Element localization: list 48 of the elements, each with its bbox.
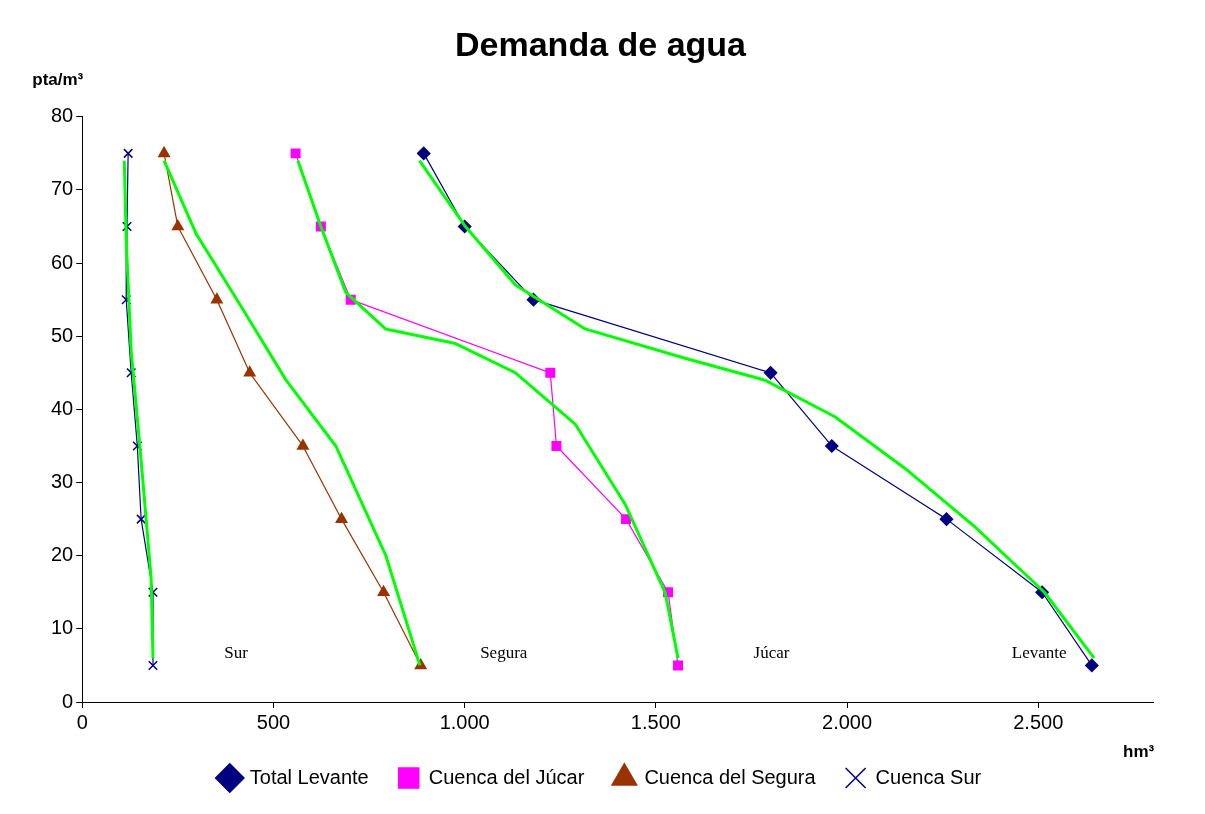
point <box>621 514 632 525</box>
y-tick-label: 10 <box>51 616 74 639</box>
point <box>171 219 184 231</box>
point <box>148 660 158 671</box>
point <box>763 366 778 380</box>
point <box>551 440 562 451</box>
point <box>296 439 309 450</box>
y-tick-label: 50 <box>51 323 74 346</box>
x-tick-label: 2.000 <box>822 710 873 733</box>
annotation: Júcar <box>753 643 790 663</box>
point <box>290 148 301 159</box>
x-tick-label: 500 <box>256 710 291 733</box>
point <box>123 148 134 159</box>
y-tick-label: 70 <box>51 177 74 200</box>
x-tick-label: 2.500 <box>1013 710 1064 733</box>
annotation: Sur <box>224 643 249 663</box>
point <box>126 367 137 378</box>
y-tick-label: 0 <box>62 689 74 712</box>
y-tick-label: 20 <box>51 543 74 566</box>
point <box>939 512 954 526</box>
y-axis-title: pta/m³ <box>32 69 84 89</box>
legend-label: Cuenca Sur <box>875 765 982 788</box>
point <box>545 367 556 378</box>
legend-label: Cuenca del Júcar <box>428 765 585 788</box>
y-tick-label: 80 <box>51 104 74 127</box>
x-axis-title: hm³ <box>1123 742 1155 762</box>
annotation: Segura <box>480 643 528 663</box>
legend-label: Total Levante <box>249 765 369 788</box>
chart-title: Demanda de agua <box>455 24 748 63</box>
legend-label: Cuenca del Segura <box>644 765 817 788</box>
point <box>416 146 431 161</box>
point <box>1085 658 1099 673</box>
point <box>158 146 171 158</box>
point <box>243 366 256 377</box>
point <box>825 439 839 453</box>
point <box>148 587 158 598</box>
x-tick-label: 0 <box>76 710 88 733</box>
point <box>122 221 132 232</box>
x-tick-label: 1.000 <box>439 710 490 733</box>
y-tick-label: 40 <box>51 396 74 419</box>
point <box>377 585 390 597</box>
annotation: Levante <box>1011 643 1067 663</box>
y-tick-label: 30 <box>51 470 74 493</box>
point <box>673 660 684 671</box>
x-tick-label: 1.500 <box>630 710 681 733</box>
y-tick-label: 60 <box>51 250 74 273</box>
point <box>335 512 348 523</box>
point <box>210 292 223 304</box>
